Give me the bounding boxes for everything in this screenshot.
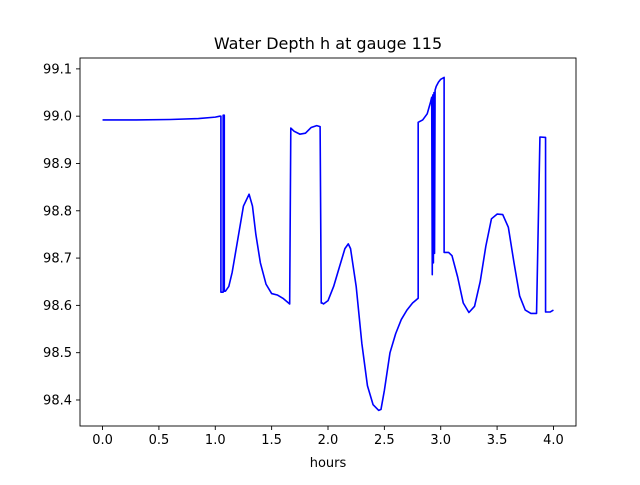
y-tick-label: 98.5 xyxy=(43,346,72,361)
y-tick-label: 98.7 xyxy=(43,252,72,267)
x-tick-label: 3.5 xyxy=(487,433,508,448)
y-tick-label: 98.4 xyxy=(43,393,72,408)
y-tick-label: 98.8 xyxy=(43,204,72,219)
x-tick-label: 1.5 xyxy=(261,433,282,448)
y-tick-label: 99.0 xyxy=(43,110,72,125)
x-tick-label: 0.5 xyxy=(149,433,170,448)
chart-title: Water Depth h at gauge 115 xyxy=(214,34,442,53)
y-tick-label: 98.6 xyxy=(43,299,72,314)
plot-area: 0.0 0.5 1.0 1.5 2.0 2.5 3.0 3.5 4.0 98.4 98.5 98.6 9… xyxy=(43,57,577,448)
x-axis-label: hours xyxy=(310,456,347,471)
x-tick-label: 2.5 xyxy=(374,433,395,448)
x-tick-label: 2.0 xyxy=(318,433,339,448)
x-tick-label: 0.0 xyxy=(92,433,113,448)
x-tick-label: 4.0 xyxy=(543,433,564,448)
x-tick-label: 3.0 xyxy=(430,433,451,448)
y-tick-label: 98.9 xyxy=(43,157,72,172)
y-tick-label: 99.1 xyxy=(43,62,72,77)
x-tick-label: 1.0 xyxy=(205,433,226,448)
series-line-0 xyxy=(102,76,554,412)
